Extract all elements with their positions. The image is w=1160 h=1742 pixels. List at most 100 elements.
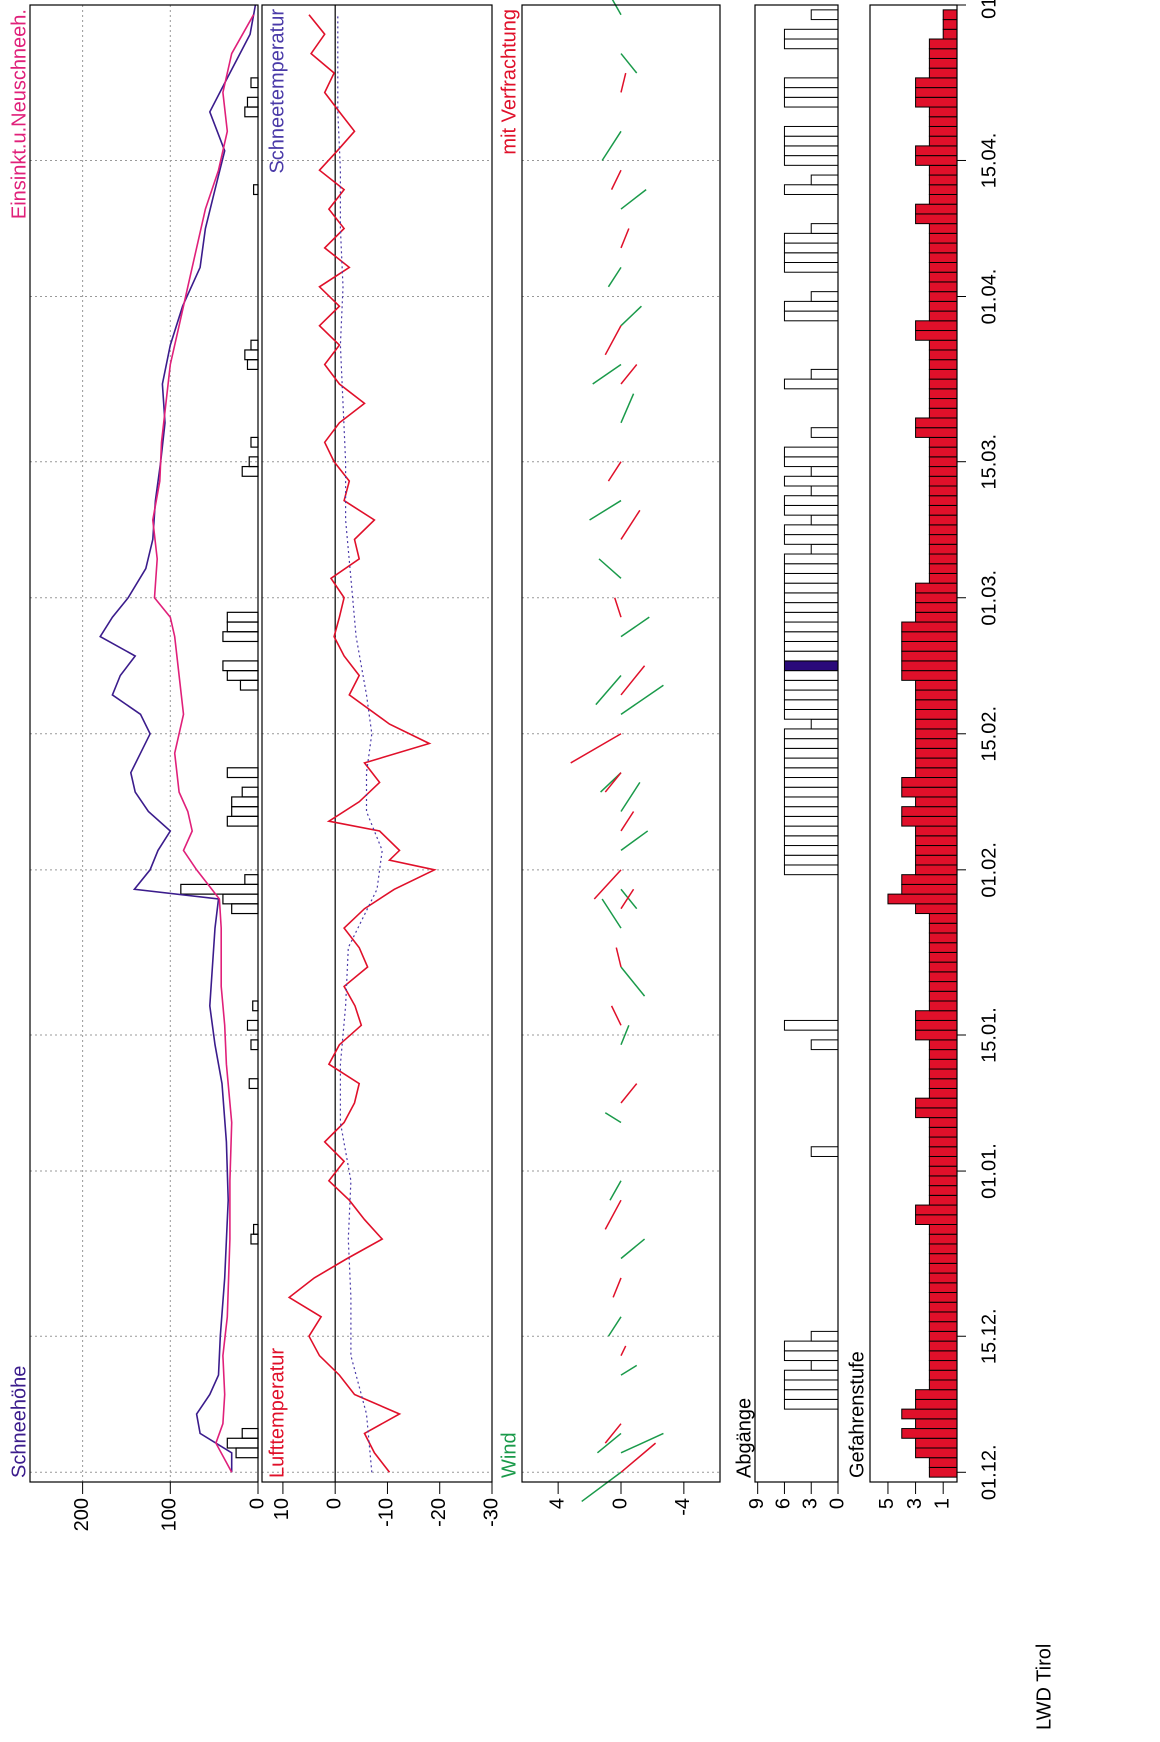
bar xyxy=(783,87,839,98)
bar xyxy=(928,1379,958,1391)
bar xyxy=(783,262,839,273)
y-tick-label: 3 xyxy=(800,1498,822,1509)
bar xyxy=(928,913,958,924)
bar xyxy=(928,922,958,934)
x-tick-label: 01.03. xyxy=(978,570,1000,626)
bar xyxy=(928,271,958,283)
wind-vector xyxy=(620,1442,657,1473)
y-tick-label: -4 xyxy=(672,1498,694,1516)
bar xyxy=(928,378,958,390)
bar xyxy=(928,1223,958,1235)
bar xyxy=(928,38,958,50)
bar xyxy=(915,845,958,856)
bar xyxy=(915,708,958,720)
bar xyxy=(928,485,958,497)
bar xyxy=(783,563,839,574)
bar xyxy=(928,1155,958,1167)
y-tick-label: 0 xyxy=(826,1498,848,1509)
series-label: Wind xyxy=(498,1432,520,1478)
bar xyxy=(915,427,958,438)
y-tick-label: -30 xyxy=(480,1498,502,1527)
bar xyxy=(783,806,839,817)
bar xyxy=(783,592,839,604)
bar xyxy=(915,417,958,429)
bar xyxy=(928,1301,958,1313)
bar xyxy=(783,845,839,856)
wind-vector xyxy=(589,499,622,521)
bar xyxy=(783,456,839,468)
series-label: Einsinkt.u.Neuschneeh. xyxy=(8,9,30,219)
bar xyxy=(783,534,839,545)
x-tick-label: 01.12. xyxy=(978,1444,1000,1500)
bar xyxy=(901,640,958,652)
bar xyxy=(928,398,958,409)
bar xyxy=(810,1146,839,1157)
bar xyxy=(928,466,958,477)
wind-vector xyxy=(610,169,622,190)
wind-vector xyxy=(596,1432,622,1454)
y-tick-label: 9 xyxy=(746,1498,768,1509)
bar xyxy=(915,864,958,876)
bar xyxy=(915,1204,958,1216)
bar xyxy=(783,777,839,788)
bar xyxy=(928,514,958,526)
bar xyxy=(783,310,839,322)
x-tick-label: 15.03. xyxy=(978,434,1000,490)
bar xyxy=(810,1039,839,1051)
wind-vector xyxy=(620,1083,638,1104)
bar xyxy=(928,1340,958,1352)
bar xyxy=(783,28,839,40)
series-label: Schneetemperatur xyxy=(266,9,288,174)
bar xyxy=(783,378,839,390)
panel-frame xyxy=(754,4,839,1483)
bar xyxy=(783,38,839,50)
wind-vector xyxy=(620,888,635,910)
bar xyxy=(783,621,839,633)
x-tick-label: 01.01. xyxy=(978,1143,1000,1199)
wind-vector xyxy=(620,616,650,638)
bar xyxy=(928,504,958,516)
bar xyxy=(915,757,958,769)
bar xyxy=(783,1389,839,1400)
bar xyxy=(928,310,958,322)
bar xyxy=(915,592,958,604)
bar xyxy=(928,456,958,468)
panel-frame xyxy=(521,4,721,1483)
bar xyxy=(915,203,958,215)
bar xyxy=(783,796,839,808)
wind-vector xyxy=(607,1316,622,1337)
bar xyxy=(928,1466,958,1478)
bar xyxy=(928,1058,958,1070)
bar xyxy=(810,485,839,497)
wind-vector xyxy=(620,1238,646,1260)
bar xyxy=(783,660,839,672)
bar xyxy=(915,1214,958,1225)
bar xyxy=(928,407,958,419)
bar xyxy=(783,77,839,89)
bar xyxy=(928,446,958,458)
bar xyxy=(928,67,958,79)
y-tick-label: 5 xyxy=(876,1498,898,1509)
bar xyxy=(783,708,839,720)
wind-vector xyxy=(593,869,622,900)
bar xyxy=(915,77,958,89)
bar xyxy=(783,1398,839,1410)
wind-vector xyxy=(595,674,622,706)
bar xyxy=(915,903,958,915)
bar xyxy=(928,223,958,234)
wind-vector xyxy=(601,898,622,929)
wind-vector xyxy=(609,1180,622,1201)
bar xyxy=(783,524,839,536)
x-tick-label: 15.01. xyxy=(978,1007,1000,1063)
bar xyxy=(901,874,958,885)
bar xyxy=(928,368,958,380)
bar xyxy=(901,883,958,895)
bar xyxy=(928,1233,958,1245)
x-tick-label: 01.04. xyxy=(978,269,1000,325)
x-tick-label: 15.02. xyxy=(978,706,1000,762)
bar xyxy=(783,232,839,244)
y-tick-label: 0 xyxy=(609,1498,631,1509)
bar xyxy=(783,475,839,487)
